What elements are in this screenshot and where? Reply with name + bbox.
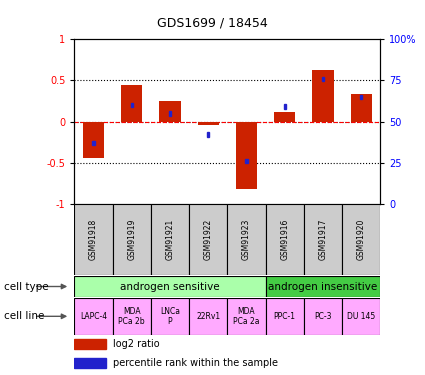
Text: GSM91917: GSM91917 bbox=[318, 219, 328, 260]
Bar bbox=[131, 103, 133, 107]
Text: DU 145: DU 145 bbox=[347, 312, 375, 321]
Bar bbox=[266, 298, 304, 334]
Bar bbox=[159, 101, 181, 122]
Bar bbox=[342, 204, 380, 274]
Bar bbox=[227, 298, 266, 334]
Bar bbox=[113, 298, 151, 334]
Bar bbox=[74, 204, 113, 274]
Bar bbox=[151, 204, 189, 274]
Text: 22Rv1: 22Rv1 bbox=[196, 312, 220, 321]
Bar bbox=[93, 141, 94, 145]
Bar bbox=[74, 298, 113, 334]
Bar bbox=[189, 204, 227, 274]
Bar bbox=[83, 122, 104, 159]
Bar bbox=[189, 298, 227, 334]
Bar bbox=[284, 105, 286, 109]
Bar bbox=[322, 76, 324, 81]
Bar bbox=[312, 70, 334, 122]
Bar bbox=[274, 112, 295, 122]
Text: MDA
PCa 2a: MDA PCa 2a bbox=[233, 307, 260, 326]
Bar bbox=[113, 204, 151, 274]
Bar bbox=[74, 276, 266, 297]
Text: percentile rank within the sample: percentile rank within the sample bbox=[113, 358, 278, 368]
Bar bbox=[360, 94, 362, 99]
Text: GSM91918: GSM91918 bbox=[89, 219, 98, 260]
Bar bbox=[198, 122, 219, 125]
Text: LNCa
P: LNCa P bbox=[160, 307, 180, 326]
Bar bbox=[151, 298, 189, 334]
Bar bbox=[169, 111, 171, 116]
Text: cell line: cell line bbox=[4, 311, 45, 321]
Text: GSM91919: GSM91919 bbox=[127, 219, 136, 260]
Bar bbox=[351, 94, 372, 122]
Bar bbox=[236, 122, 257, 189]
Text: MDA
PCa 2b: MDA PCa 2b bbox=[119, 307, 145, 326]
Text: androgen sensitive: androgen sensitive bbox=[120, 282, 220, 291]
Text: GSM91920: GSM91920 bbox=[357, 219, 366, 260]
Text: PPC-1: PPC-1 bbox=[274, 312, 296, 321]
Bar bbox=[121, 86, 142, 122]
Text: GSM91922: GSM91922 bbox=[204, 219, 213, 260]
Text: GDS1699 / 18454: GDS1699 / 18454 bbox=[157, 17, 268, 30]
Text: androgen insensitive: androgen insensitive bbox=[268, 282, 378, 291]
Text: LAPC-4: LAPC-4 bbox=[80, 312, 107, 321]
Text: GSM91916: GSM91916 bbox=[280, 219, 289, 260]
Bar bbox=[266, 276, 380, 297]
Bar bbox=[74, 339, 105, 349]
Text: cell type: cell type bbox=[4, 282, 49, 291]
Bar bbox=[304, 204, 342, 274]
Text: PC-3: PC-3 bbox=[314, 312, 332, 321]
Text: GSM91921: GSM91921 bbox=[165, 219, 175, 260]
Bar bbox=[246, 159, 247, 163]
Bar bbox=[227, 204, 266, 274]
Bar bbox=[342, 298, 380, 334]
Text: log2 ratio: log2 ratio bbox=[113, 339, 160, 349]
Bar bbox=[74, 358, 105, 368]
Bar bbox=[266, 204, 304, 274]
Bar bbox=[304, 298, 342, 334]
Text: GSM91923: GSM91923 bbox=[242, 219, 251, 260]
Bar bbox=[207, 132, 209, 137]
